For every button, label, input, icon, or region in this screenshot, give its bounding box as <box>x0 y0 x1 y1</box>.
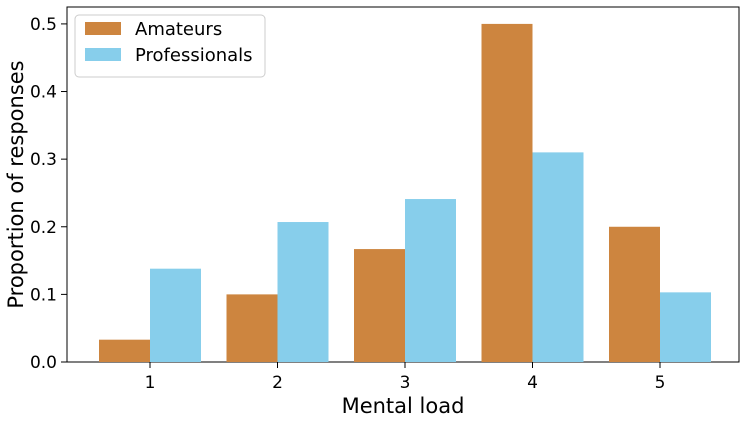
legend-swatch-professionals <box>85 48 121 61</box>
legend: Amateurs Professionals <box>74 14 266 78</box>
y-tick-label-2: 0.2 <box>30 218 57 238</box>
bar-amateurs-5 <box>609 226 660 362</box>
y-tick-label-4: 0.4 <box>30 83 57 103</box>
x-tick-label-4: 4 <box>527 373 538 393</box>
legend-label-professionals: Professionals <box>135 45 253 66</box>
bar-amateurs-1 <box>99 339 150 362</box>
bar-amateurs-4 <box>481 23 533 363</box>
legend-box <box>74 14 266 78</box>
bar-professionals-5 <box>660 292 711 362</box>
bar-professionals-1 <box>150 268 201 362</box>
y-axis: 0.0 0.1 0.2 0.3 0.4 0.5 <box>30 15 67 373</box>
y-tick-label-5: 0.5 <box>30 15 57 35</box>
bar-professionals-2 <box>277 222 329 362</box>
y-tick-label-1: 0.1 <box>30 285 57 305</box>
x-tick-label-5: 5 <box>655 373 666 393</box>
y-tick-label-0: 0.0 <box>30 353 57 373</box>
legend-label-amateurs: Amateurs <box>135 19 222 40</box>
x-axis-title: Mental load <box>342 394 465 418</box>
y-tick-label-3: 0.3 <box>30 150 57 170</box>
bar-professionals-3 <box>405 199 456 362</box>
x-axis: 1 2 3 4 5 <box>145 362 666 393</box>
x-tick-label-3: 3 <box>400 373 411 393</box>
x-tick-label-2: 2 <box>272 373 283 393</box>
bar-amateurs-2 <box>226 294 278 362</box>
bar-amateurs-3 <box>354 249 405 362</box>
bar-professionals-4 <box>532 152 584 362</box>
legend-swatch-amateurs <box>85 22 121 35</box>
y-axis-title: Proportion of responses <box>4 60 28 308</box>
bars-group <box>99 23 711 363</box>
x-tick-label-1: 1 <box>145 373 156 393</box>
